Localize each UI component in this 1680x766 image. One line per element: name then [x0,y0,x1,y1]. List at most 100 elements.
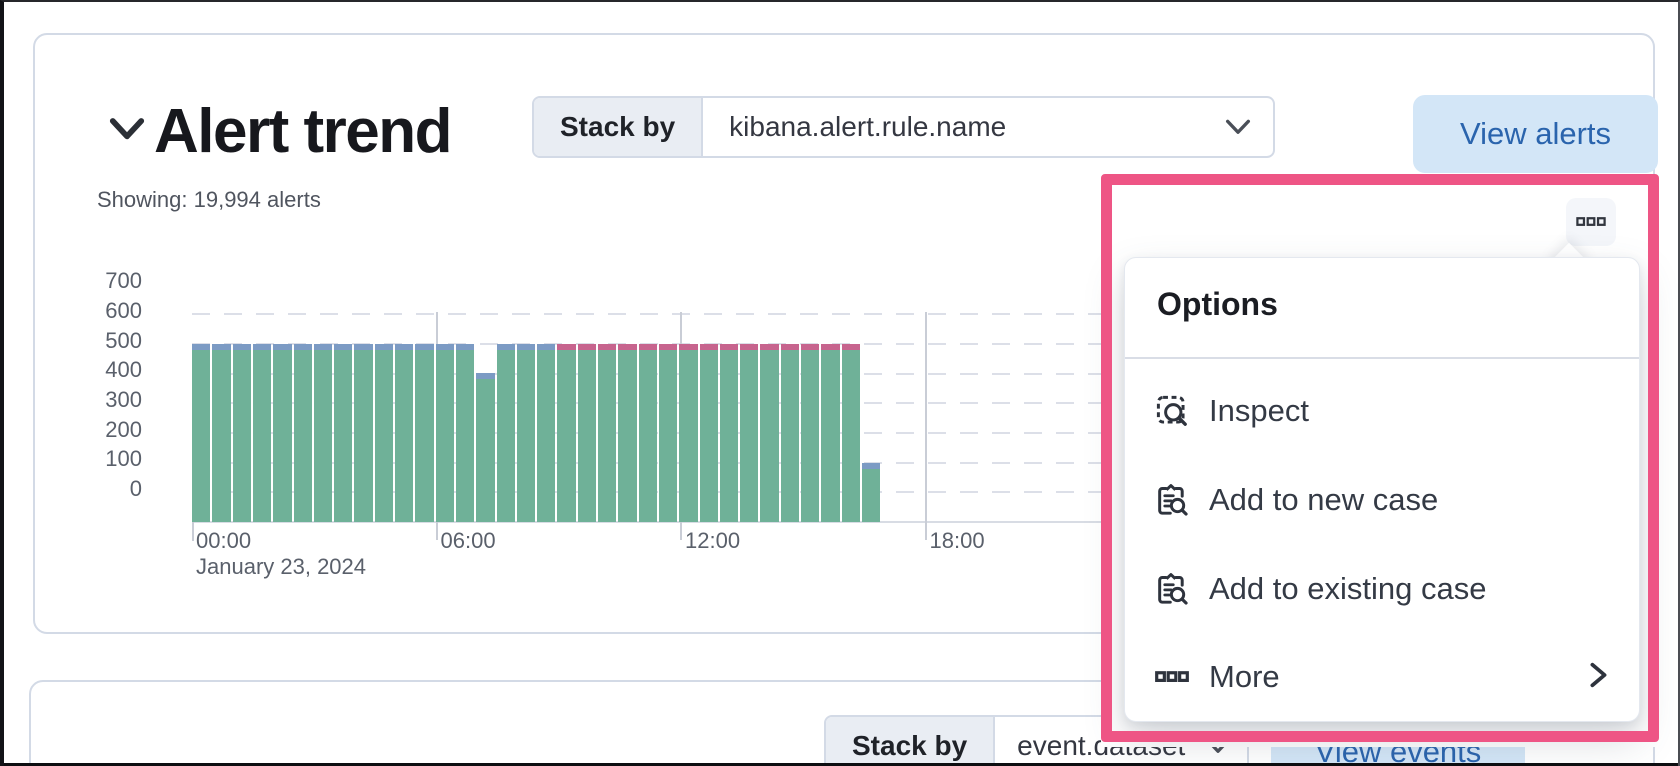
chart-gridline-horizontal [192,342,1655,345]
chart-bar-fill [598,350,617,522]
chart-gridline-horizontal [192,431,1655,434]
chart-y-tick-label: 0 [129,476,142,501]
chart-bar-cap-blue [516,344,536,350]
chart-bar-cap-blue [415,344,434,350]
chart-bar [293,344,312,522]
chart-bar [192,344,211,522]
chart-y-tick-label: 200 [105,417,142,442]
boxes-horizontal-icon [1576,217,1606,226]
chart-bar-fill [658,350,678,522]
chart-bar-fill [760,350,779,522]
chart-bar-fill [780,350,800,522]
chart-bar-cap-pink [740,344,759,350]
chart-bar-fill [557,350,576,522]
chart-bar-cap-pink [699,344,718,350]
panel-options-button[interactable] [1566,198,1616,246]
chart-gridline-vertical [924,312,927,540]
chart-bar-cap-blue [455,344,475,350]
chart-bar-cap-blue [273,344,292,350]
chart-bar [780,344,800,522]
menu-item-inspect[interactable]: Inspect [1125,378,1639,444]
chart-bar [232,344,251,522]
screenshot-bottom-edge [4,763,1678,766]
chart-bar-cap-pink [821,344,840,350]
chart-bar [679,344,698,522]
menu-item-add-to-new-case[interactable]: Add to new case [1125,467,1639,533]
chart-bar-fill [476,379,495,522]
inspect-icon [1155,394,1189,428]
chart-bar [801,344,820,522]
chevron-right-icon [1585,660,1611,695]
chart-bar-fill [293,350,312,522]
stack-by-label: Stack by [826,717,996,766]
chart-bar [455,344,475,522]
chart-x-tick-label: 12:00 [685,528,741,553]
chart-bar-cap-pink [598,344,617,350]
chart-bar-fill [841,350,860,522]
chart-bar-fill [537,350,556,522]
chart-y-tick-label: 500 [105,328,142,353]
chart-bar-cap-blue [212,344,231,350]
chart-bar-cap-pink [618,344,637,350]
chart-bar [374,344,394,522]
chart-bar [699,344,718,522]
chart-bar-fill [719,350,739,522]
divider [1125,357,1639,359]
chart-bar-cap-blue [192,344,211,350]
chart-date-label: January 23, 2024 [196,554,367,579]
chart-bar [395,344,414,522]
chart-bar-fill [374,350,394,522]
menu-item-add-to-existing-case[interactable]: Add to existing case [1125,556,1639,622]
chart-bar [334,344,353,522]
chart-x-axis-line [192,521,1655,523]
chart-bar-cap-pink [557,344,576,350]
chart-bar-cap-blue [252,344,272,350]
options-popover: Options Inspect [1124,257,1640,722]
stack-by-rule-name-select[interactable]: Stack by kibana.alert.rule.name [532,96,1275,158]
chart-bar [313,344,333,522]
chart-bar-cap-blue [496,344,515,350]
chart-y-tick-label: 300 [105,387,142,412]
chart-bar [212,344,231,522]
chart-bar-cap-blue [537,344,556,350]
stack-by-label: Stack by [534,98,704,156]
chart-bar-fill [415,350,434,522]
chart-bar-fill [699,350,718,522]
chart-bar-cap-pink [760,344,779,350]
chart-bar [496,344,515,522]
chart-gridline-horizontal [192,402,1655,405]
chart-bar-cap-pink [719,344,739,350]
chart-bar [577,344,597,522]
chart-bar [537,344,556,522]
chart-bar-fill [192,350,211,522]
chart-bar-fill [395,350,414,522]
chart-bar [861,463,881,522]
chart-bar-fill [861,469,881,522]
menu-item-label: More [1209,659,1280,694]
chart-bar-cap-blue [861,463,881,469]
add-to-case-icon [1155,483,1189,517]
chart-bar [252,344,272,522]
chart-bar-fill [232,350,251,522]
chart-bar-cap-blue [354,344,373,350]
chart-y-tick-label: 400 [105,357,142,382]
collapse-alert-trend-button[interactable] [108,115,146,145]
chart-bar [638,344,657,522]
chart-bar [740,344,759,522]
chart-bar-fill [212,350,231,522]
stack-by-value: kibana.alert.rule.name [729,111,1007,142]
chart-gridline-horizontal [192,313,1655,316]
chart-tick [192,522,194,541]
chart-bar-fill [435,350,454,522]
chart-bar [435,344,454,522]
chart-bar-cap-blue [293,344,312,350]
chart-bar [415,344,434,522]
chart-bar-cap-blue [435,344,454,350]
menu-item-more[interactable]: More [1125,644,1639,710]
chart-x-tick-label: 00:00 [196,528,252,553]
chart-x-tick-label: 06:00 [440,528,496,553]
view-alerts-button[interactable]: View alerts [1413,95,1658,173]
chart-bar-cap-blue [232,344,251,350]
chart-bar-cap-pink [780,344,800,350]
chart-bar [516,344,536,522]
